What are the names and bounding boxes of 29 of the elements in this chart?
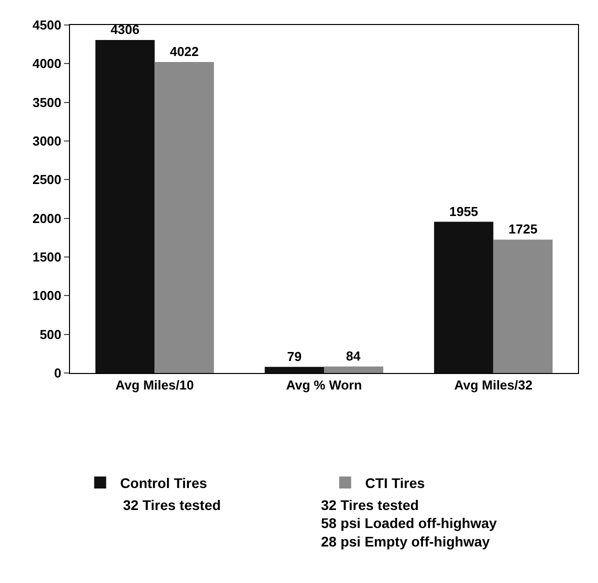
x-tick-label: Avg Miles/10	[116, 378, 194, 393]
y-tick-label: 3000	[32, 134, 62, 149]
bar	[264, 366, 324, 373]
text: 32 Tires tested 58 psi Loaded off-highway 28 psi Empty off-highway	[321, 497, 498, 550]
data-label: 4022	[170, 44, 199, 59]
y-tick-label: 4000	[32, 56, 62, 72]
y-tick-label: 1500	[32, 250, 62, 265]
y-tick-label: 0	[54, 366, 62, 381]
bar	[493, 240, 553, 373]
y-tick-label: 1000	[32, 288, 62, 304]
data-label: 1955	[449, 204, 478, 219]
y-tick-label: 2000	[32, 210, 62, 226]
bar	[95, 40, 155, 373]
y-tick-label: 500	[40, 326, 62, 342]
data-label: 84	[346, 348, 362, 364]
x-tick-label: Avg Miles/32	[454, 378, 532, 393]
data-label: 79	[287, 348, 302, 364]
y-tick-label: 2500	[32, 172, 62, 188]
data-label: 4306	[110, 22, 140, 37]
text: 32 Tires tested	[123, 497, 221, 513]
x-tick-label: Avg % Worn	[286, 378, 362, 393]
bar	[324, 366, 384, 373]
data-label: 1725	[508, 222, 538, 237]
bar	[434, 222, 494, 373]
legend-label: CTI Tires	[365, 475, 426, 492]
bar	[154, 62, 214, 373]
y-tick-label: 3500	[32, 94, 62, 110]
y-tick-label: 4500	[32, 18, 62, 33]
legend-label: Control Tires	[120, 475, 208, 492]
